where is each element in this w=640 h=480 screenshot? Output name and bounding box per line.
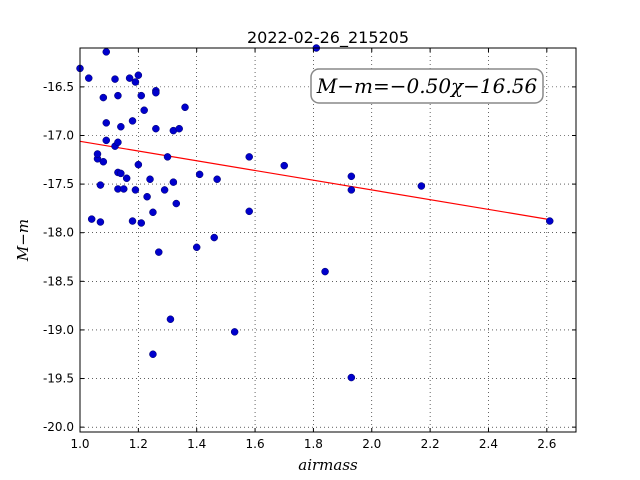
y-axis-label: M−m — [14, 219, 32, 262]
data-point — [210, 233, 218, 242]
data-point — [152, 88, 160, 97]
data-point — [245, 207, 253, 216]
data-point — [146, 175, 154, 183]
y-tick-label: -19.0 — [43, 323, 74, 337]
data-point — [128, 117, 137, 125]
data-point — [140, 106, 148, 114]
data-point — [149, 350, 157, 358]
data-point — [117, 122, 125, 131]
data-point — [545, 217, 554, 225]
data-point — [134, 160, 143, 169]
fit-line-layer — [79, 140, 547, 220]
y-tick-label: -16.5 — [43, 80, 74, 94]
data-point — [152, 124, 160, 133]
data-point — [175, 124, 183, 133]
data-point — [99, 93, 108, 102]
fit-equation: M−m=−0.50χ−16.56 — [316, 74, 538, 98]
data-point — [128, 217, 137, 225]
data-point — [347, 186, 356, 194]
data-point — [213, 175, 221, 183]
data-point — [195, 170, 204, 179]
y-tick-label: -17.0 — [43, 128, 74, 142]
data-point — [117, 169, 125, 178]
data-points — [76, 44, 554, 382]
data-point — [149, 208, 157, 217]
data-point — [102, 136, 111, 145]
grid-lines — [79, 48, 576, 432]
data-point — [417, 182, 426, 190]
data-point — [93, 150, 102, 158]
x-tick-label: 2.2 — [421, 437, 440, 451]
data-point — [155, 248, 163, 256]
y-tick-label: -18.5 — [43, 274, 74, 288]
data-point — [131, 186, 140, 194]
data-point — [125, 74, 134, 82]
data-point — [111, 75, 119, 83]
y-tick-label: -18.0 — [43, 226, 74, 240]
data-point — [120, 185, 128, 193]
data-point — [134, 71, 143, 79]
data-point — [96, 218, 105, 226]
data-point — [96, 181, 105, 189]
x-tick-label: 1.4 — [187, 437, 206, 451]
data-point — [102, 48, 111, 56]
data-point — [245, 153, 253, 161]
data-point — [230, 328, 239, 336]
x-tick-label: 2.0 — [362, 437, 381, 451]
data-point — [114, 138, 122, 147]
data-point — [87, 215, 96, 223]
data-point — [143, 192, 151, 201]
data-point — [99, 157, 108, 166]
data-point — [321, 267, 329, 276]
data-point — [160, 186, 169, 194]
data-point — [102, 119, 111, 127]
plot-frame — [79, 47, 577, 433]
data-point — [137, 219, 146, 227]
data-point — [163, 153, 172, 161]
x-axis: 1.0 1.2 1.4 1.6 1.8 2.0 2.2 2.4 2.6 — [70, 48, 556, 451]
y-tick-label: -17.5 — [43, 177, 74, 191]
fit-line — [79, 140, 547, 220]
x-tick-label: 1.2 — [129, 437, 148, 451]
data-point — [131, 78, 140, 86]
x-tick-label: 1.0 — [70, 437, 89, 451]
y-tick-label: -20.0 — [43, 420, 74, 434]
y-tick-label: -19.5 — [43, 372, 74, 386]
data-point — [137, 91, 146, 100]
data-point — [347, 172, 356, 181]
data-point — [122, 174, 131, 183]
data-point — [114, 91, 122, 100]
data-point — [280, 161, 288, 170]
chart-title: 2022-02-26_215205 — [247, 28, 409, 48]
data-point — [166, 315, 175, 323]
x-tick-label: 2.6 — [537, 437, 556, 451]
x-tick-label: 1.8 — [304, 437, 323, 451]
x-tick-label: 1.6 — [246, 437, 265, 451]
data-point — [181, 103, 189, 112]
data-point — [169, 178, 178, 186]
data-point — [192, 243, 201, 252]
y-axis: -16.5 -17.0 -17.5 -18.0 -18.5 -19.0 -19.5 -20.0 — [43, 80, 576, 434]
annotation-box: M−m=−0.50χ−16.56 — [310, 68, 544, 104]
x-tick-label: 2.4 — [479, 437, 498, 451]
data-point — [85, 74, 93, 82]
x-axis-label: airmass — [298, 456, 358, 474]
data-point — [172, 199, 181, 208]
data-point — [347, 373, 356, 382]
